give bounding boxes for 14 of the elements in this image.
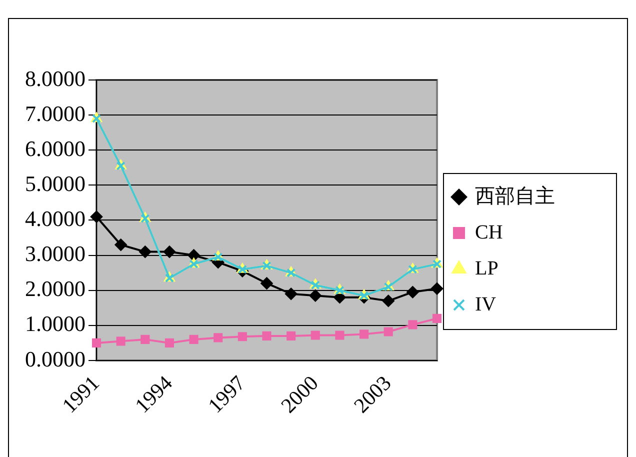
y-tick-label: 5.0000 xyxy=(25,170,86,196)
legend-label: IV xyxy=(475,293,497,316)
legend-label: CH xyxy=(475,221,503,244)
legend-label: 西部自主 xyxy=(475,184,555,208)
y-tick-label: 1.0000 xyxy=(25,311,86,336)
y-tick-label: 0.0000 xyxy=(25,346,86,372)
legend-label: LP xyxy=(475,257,498,280)
y-tick-label: 8.0000 xyxy=(25,66,86,91)
y-tick-label: 3.0000 xyxy=(25,241,86,266)
y-tick-label: 2.0000 xyxy=(25,276,86,302)
y-tick-label: 4.0000 xyxy=(25,206,86,232)
y-tick-label: 7.0000 xyxy=(25,100,86,126)
x-tick-label: 1991 xyxy=(57,370,104,418)
y-tick-label: 6.0000 xyxy=(25,136,86,161)
